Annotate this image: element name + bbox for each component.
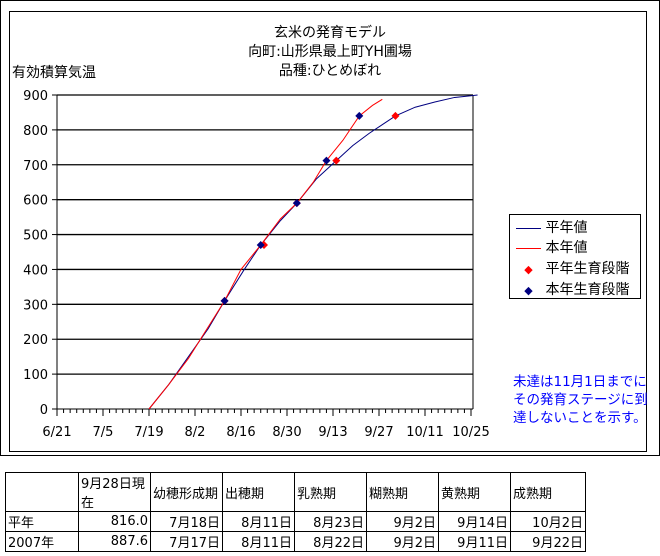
chart-title-line-2: 向町:山形県最上町YH圃場 [248,44,412,60]
table-cell: 9月2日 [366,511,439,532]
y-tick-label: 700 [23,159,48,174]
legend-item-current: 本年値 [516,237,587,257]
x-tick-label: 8/2 [185,425,206,440]
chart-frame [9,11,647,452]
legend-label: 平年生育段階 [545,261,630,277]
y-tick-label: 600 [23,194,48,209]
x-tick-label: 7/5 [93,425,114,440]
data-point-平年生育段階 [391,111,400,120]
y-tick-label: 200 [23,333,48,348]
table-cell: 9月22日 [510,531,586,552]
legend-item-current-stage: ◆ 本年生育段階 [516,279,629,299]
legend-line-blue-icon [516,227,541,229]
x-tick-label: 8/16 [226,425,255,440]
x-tick-label: 10/11 [406,425,443,440]
table-header: 糊熟期 [366,472,439,512]
chart-plot: 0 100 200 300 400 500 600 700 800 900 6/21 7/5 7/19 8… [23,89,490,440]
table-cell: 8月11日 [222,511,295,532]
legend-label: 本年生育段階 [545,282,630,298]
table-header-row: 9月28日現在 幼穂形成期 出穂期 乳熟期 糊熟期 黄熟期 成熟期 [5,472,586,512]
table-cell: 9月11日 [438,531,511,552]
table-header: 幼穂形成期 [150,472,223,512]
x-tick-label: 9/27 [364,425,393,440]
table-cell: 9月2日 [366,531,439,552]
table-row: 2007年 887.6 7月17日 8月11日 8月22日 9月2日 9月11日… [5,531,586,552]
table-cell: 10月2日 [510,511,586,532]
legend-line-red-icon [516,247,541,249]
y-tick-label: 300 [23,298,48,313]
y-tick-label: 800 [23,124,48,139]
table-cell: 7月18日 [150,511,223,532]
x-tick-label: 10/25 [452,425,489,440]
legend-label: 平年値 [545,220,588,236]
table-row: 平年 816.0 7月18日 8月11日 8月23日 9月2日 9月14日 10… [5,511,586,532]
legend-item-normal-stage: ◆ 平年生育段階 [516,258,629,278]
table-cell: 8月11日 [222,531,295,552]
table-cell: 8月22日 [294,531,367,552]
data-point-本年生育段階 [292,199,301,208]
y-tick-label: 0 [40,403,48,418]
data-point-平年生育段階 [332,156,341,165]
x-tick-label: 7/19 [134,425,163,440]
annotation-note: 未達は11月1日までにその発育ステージに到達しないことを示す。 [513,374,648,426]
table-header: 出穂期 [222,472,295,512]
table-cell: 816.0 [78,511,151,532]
table-header: 成熟期 [510,472,586,512]
table-header: 乳熟期 [294,472,367,512]
x-tick-label: 6/21 [42,425,71,440]
data-point-本年生育段階 [355,111,364,120]
series-line-本年値 [148,98,383,410]
table-cell: 9月14日 [438,511,511,532]
y-tick-label: 900 [23,89,48,104]
table-cell: 2007年 [5,531,79,552]
data-point-本年生育段階 [322,156,331,165]
series-line-平年値 [148,94,478,410]
diamond-red-icon: ◆ [524,263,533,276]
table-header [5,472,79,512]
table-cell: 8月23日 [294,511,367,532]
data-point-本年生育段階 [220,296,229,305]
legend: 平年値 本年値 ◆ 平年生育段階 ◆ 本年生育段階 [509,214,641,299]
legend-item-normal: 平年値 [516,217,587,237]
y-tick-label: 500 [23,229,48,244]
table-cell: 7月17日 [150,531,223,552]
data-point-本年生育段階 [256,241,265,250]
y-axis-label: 有効積算気温 [12,65,96,81]
y-tick-label: 400 [23,263,48,278]
table-header: 9月28日現在 [78,472,151,512]
y-tick-label: 100 [23,368,48,383]
table-header: 黄熟期 [438,472,511,512]
diamond-blue-icon: ◆ [524,284,533,297]
chart-title-line-1: 玄米の発育モデル [274,25,386,41]
stage-table: 9月28日現在 幼穂形成期 出穂期 乳熟期 糊熟期 黄熟期 成熟期 平年 816… [5,472,586,552]
chart-title-line-3: 品種:ひとめぼれ [278,63,382,79]
x-tick-label: 9/13 [318,425,347,440]
legend-label: 本年値 [545,240,588,256]
table-cell: 887.6 [78,531,151,552]
table-cell: 平年 [5,511,79,532]
x-tick-label: 8/30 [272,425,301,440]
